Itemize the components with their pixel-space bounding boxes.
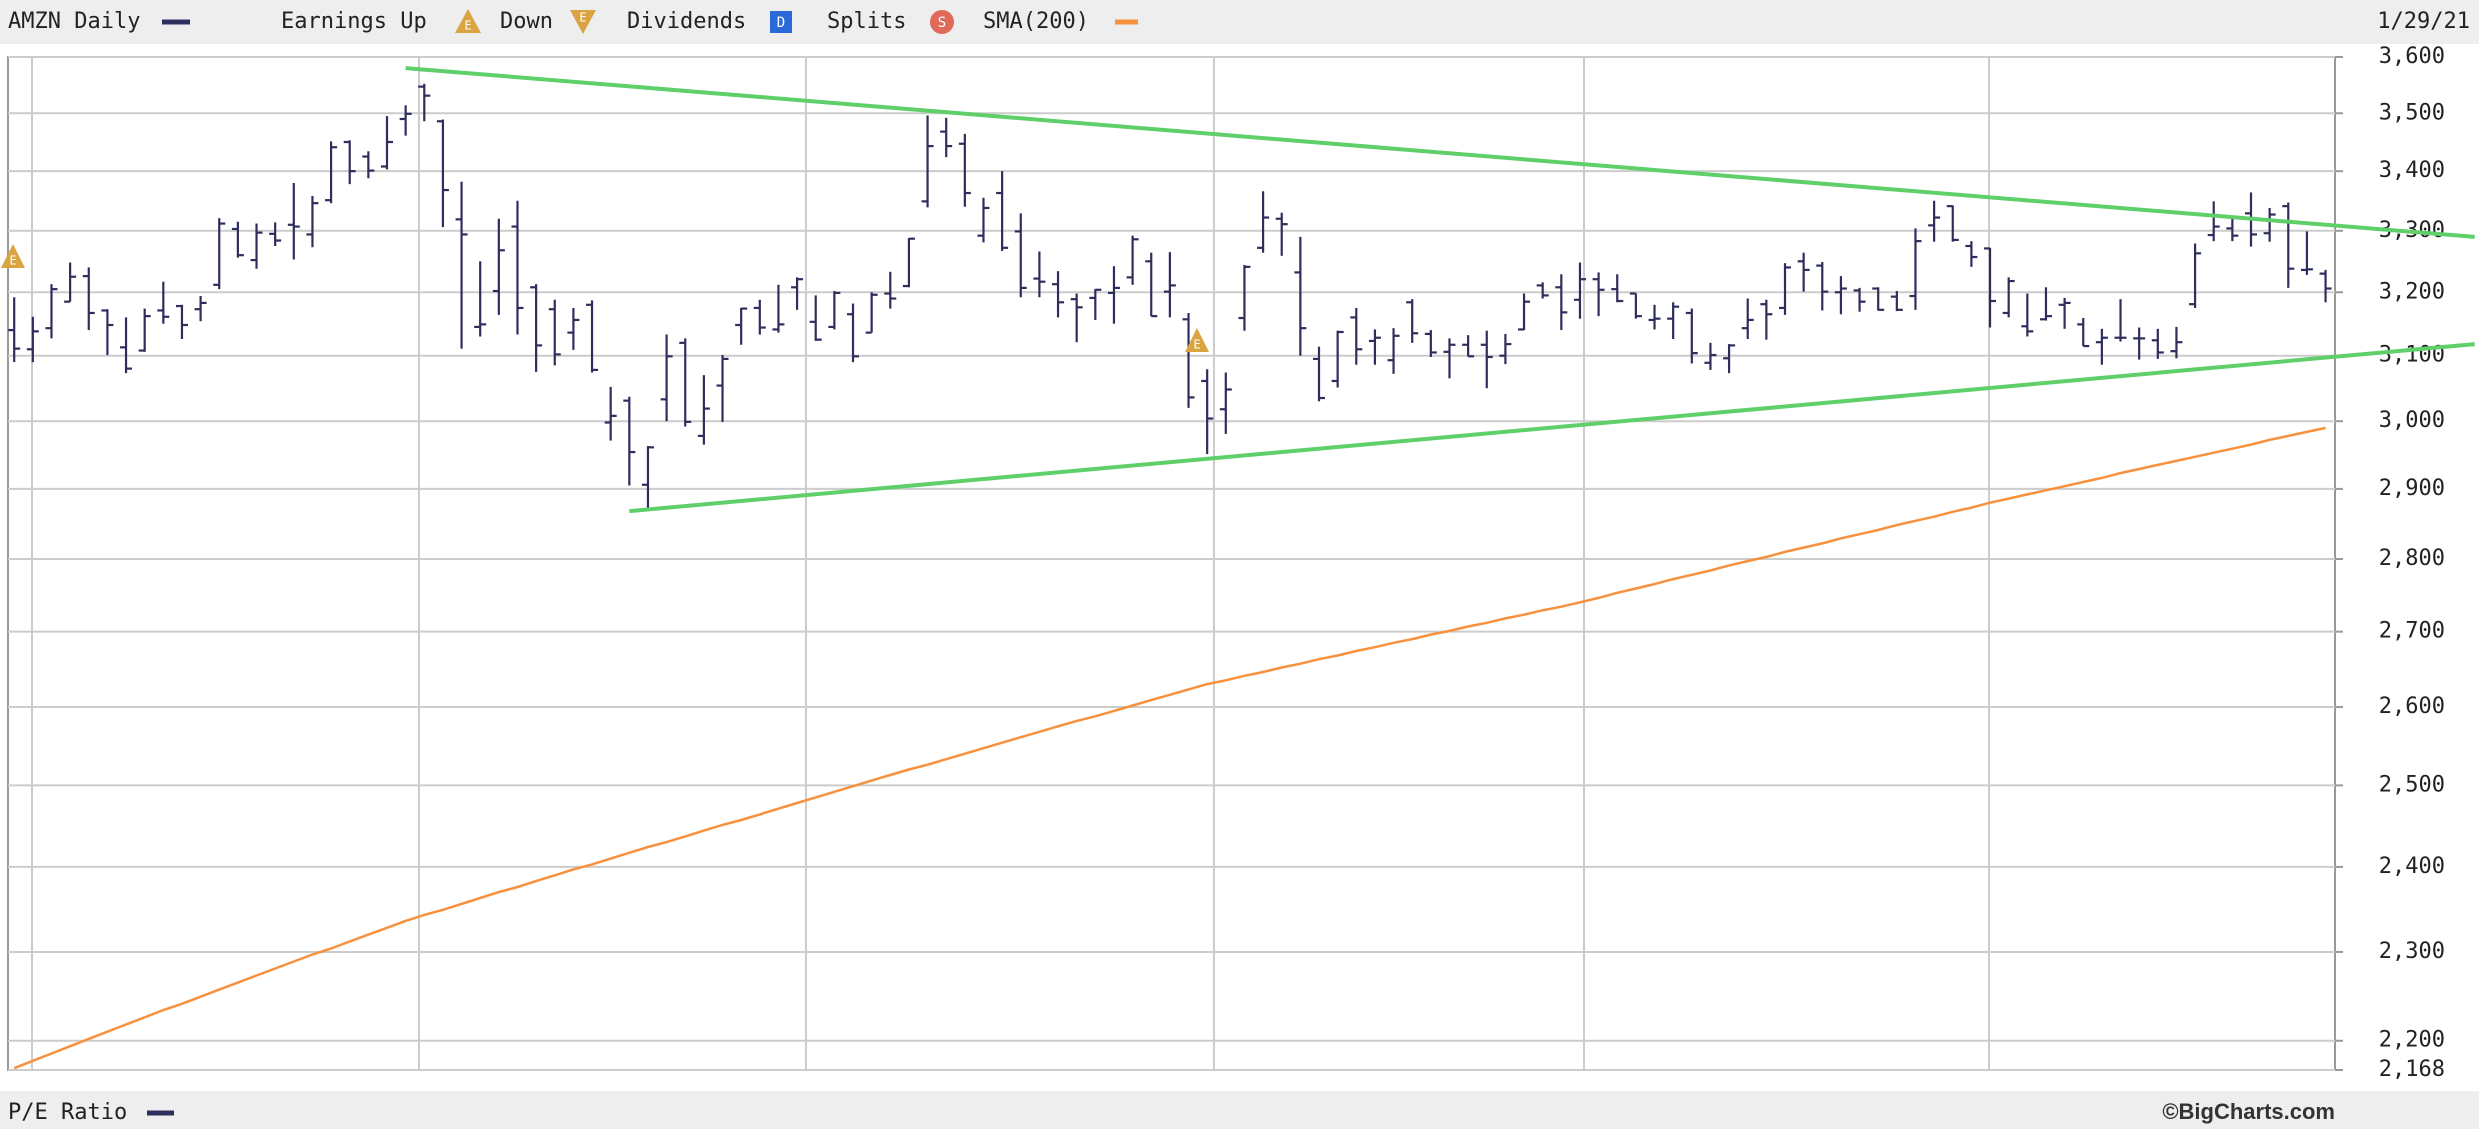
y-tick-label: 2,500	[2379, 772, 2445, 797]
y-tick-label: 2,800	[2379, 546, 2445, 571]
icon-letter: E	[9, 254, 16, 268]
trend-line	[405, 66, 2475, 239]
legend-label: SMA(200)	[983, 9, 1089, 34]
earnings-marker	[1185, 328, 1209, 352]
dividends-icon	[770, 11, 792, 33]
y-tick-label: 3,500	[2379, 100, 2445, 125]
earnings-down-icon	[570, 10, 596, 34]
source: ©BigCharts.com	[2162, 1099, 2335, 1124]
icon-letter: E	[464, 19, 471, 33]
legend-label: Earnings Up	[281, 9, 427, 34]
plot-area	[7, 56, 2336, 1071]
y-tick-label: 2,600	[2379, 694, 2445, 719]
splits-icon	[930, 10, 954, 34]
sma-line	[13, 426, 2326, 1070]
y-tick-label: 2,300	[2379, 939, 2445, 964]
legend-band	[0, 0, 2479, 44]
legend-label: Dividends	[627, 9, 746, 34]
month-grid	[31, 57, 1990, 1070]
y-tick-label: 2,168	[2379, 1057, 2445, 1082]
grid	[8, 56, 2335, 1071]
legend-label: Down	[500, 9, 553, 34]
marks	[8, 83, 2332, 1070]
icon-letter: E	[1193, 338, 1200, 352]
earnings-marker	[1, 244, 25, 268]
icon-letter: D	[777, 15, 785, 31]
y-tick-label: 3,600	[2379, 44, 2445, 69]
date-label: 1/29/21	[2377, 9, 2470, 34]
y-tick-label: 3,000	[2379, 408, 2445, 433]
trend-line	[629, 342, 2475, 514]
icon-letter: E	[579, 11, 586, 25]
y-tick-label: 3,400	[2379, 158, 2445, 183]
lower-panel-title: P/E Ratio	[8, 1100, 127, 1125]
lower-band	[0, 1091, 2479, 1129]
y-tick-label: 2,700	[2379, 619, 2445, 644]
icon-letter: S	[938, 15, 946, 31]
y-tick-label: 3,200	[2379, 279, 2445, 304]
y-tick-label: 2,900	[2379, 476, 2445, 501]
legend-label: Splits	[827, 9, 906, 34]
y-tick-label: 2,400	[2379, 854, 2445, 879]
earnings-up-icon	[455, 9, 481, 33]
y-tick-label: 2,200	[2379, 1028, 2445, 1053]
legend-label: AMZN Daily	[8, 9, 140, 34]
